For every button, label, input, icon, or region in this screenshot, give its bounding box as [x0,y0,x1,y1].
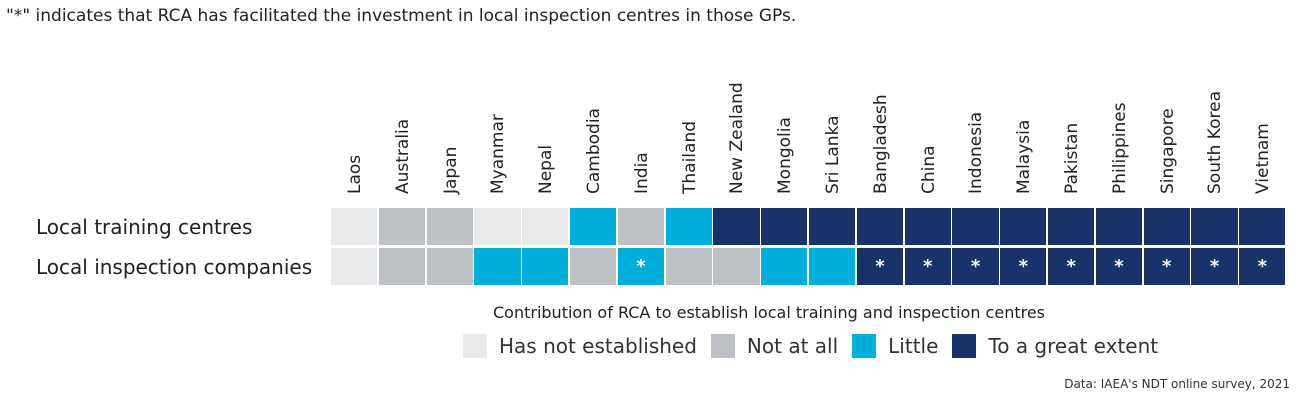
heatmap-cell [521,207,570,246]
column-label-thailand: Thailand [679,120,700,194]
heatmap-cell [808,207,857,246]
heatmap-cell [1094,207,1144,246]
heatmap-cell [425,207,474,246]
column-label-myanmar: Myanmar [488,114,509,194]
legend-item: Little [852,334,938,358]
column-label-bangladesh: Bangladesh [870,94,891,194]
heatmap-cell [1190,207,1239,246]
heatmap-cell [569,247,618,286]
column-label-philippines: Philippines [1109,102,1130,194]
column-label-japan: Japan [440,146,461,194]
heatmap-cell: * [1238,247,1287,286]
heatmap-cell [999,207,1048,246]
heatmap-cell [712,207,761,246]
legend-title: Contribution of RCA to establish local t… [493,303,1046,322]
heatmap-cell [521,247,570,286]
asterisk-mark: * [1114,256,1124,277]
column-label-malaysia: Malaysia [1014,119,1035,194]
heatmap-cell [473,207,522,246]
heatmap-cell: * [999,247,1048,286]
legend-item: Has not established [463,334,697,358]
legend-item: To a great extent [952,334,1158,358]
heatmap-cell [425,247,474,286]
heatmap-cell [1047,207,1096,246]
column-label-china: China [918,145,939,194]
data-source: Data: IAEA's NDT online survey, 2021 [1064,377,1290,391]
column-label-south-korea: South Korea [1205,90,1226,194]
column-label-singapore: Singapore [1157,108,1178,194]
legend-label: Not at all [746,334,839,358]
heatmap-cell [616,207,666,246]
column-label-indonesia: Indonesia [966,111,987,194]
column-label-laos: Laos [344,154,365,194]
column-label-nepal: Nepal [536,144,557,194]
column-label-india: India [631,152,652,194]
heatmap-cell [664,207,713,246]
heatmap-cell [473,247,522,286]
asterisk-mark: * [875,256,885,277]
legend-swatch [710,334,735,358]
row-label-local-training-centres: Local training centres [36,214,253,239]
heatmap-cell [377,207,427,246]
heatmap-cell: * [1094,247,1144,286]
heatmap-cell: * [616,247,666,286]
asterisk-mark: * [1209,256,1220,277]
asterisk-mark: * [923,256,933,277]
heatmap-cell [1142,207,1191,246]
legend-item: Not at all [710,334,839,358]
column-label-pakistan: Pakistan [1061,122,1082,194]
heatmap-cell [712,247,761,286]
heatmap-cell: * [903,247,952,286]
column-label-australia: Australia [392,118,413,194]
asterisk-mark: * [1257,256,1268,277]
heatmap-cell [569,207,618,246]
heatmap-cell: * [1142,247,1191,286]
footnote-asterisk-note: "*" indicates that RCA has facilitated t… [6,6,797,26]
heatmap-cell [903,207,952,246]
legend-swatch [952,334,977,358]
heatmap-cell [664,247,713,286]
heatmap-cell [808,247,857,286]
heatmap-cell [760,247,809,286]
heatmap-cell [330,247,379,286]
row-label-local-inspection-companies: Local inspection companies [36,254,313,279]
asterisk-mark: * [970,256,981,277]
heatmap-cell: * [1190,247,1239,286]
asterisk-mark: * [1066,256,1076,277]
legend-swatch [463,334,487,358]
heatmap-cell [1238,207,1287,246]
column-label-new-zealand: New Zealand [727,82,748,194]
column-label-cambodia: Cambodia [583,108,604,194]
asterisk-mark: * [1162,256,1172,277]
heatmap-cell: * [1047,247,1096,286]
legend-swatch [852,334,877,358]
legend-label: Little [888,334,939,358]
legend: Has not established Not at all Little To a … [463,334,1172,358]
column-label-sri-lanka: Sri Lanka [822,115,843,194]
asterisk-mark: * [1018,256,1029,277]
heatmap-cell [330,207,379,246]
legend-label: To a great extent [988,334,1159,358]
heatmap-cell [760,207,809,246]
heatmap-cell [377,247,427,286]
heatmap-cell [951,207,1000,246]
heatmap-cell: * [855,247,905,286]
heatmap-cell [855,207,905,246]
legend-label: Has not established [499,334,697,358]
heatmap-cell: * [951,247,1000,286]
asterisk-mark: * [636,256,646,277]
column-label-mongolia: Mongolia [775,117,796,194]
column-label-vietnam: Vietnam [1253,123,1274,194]
